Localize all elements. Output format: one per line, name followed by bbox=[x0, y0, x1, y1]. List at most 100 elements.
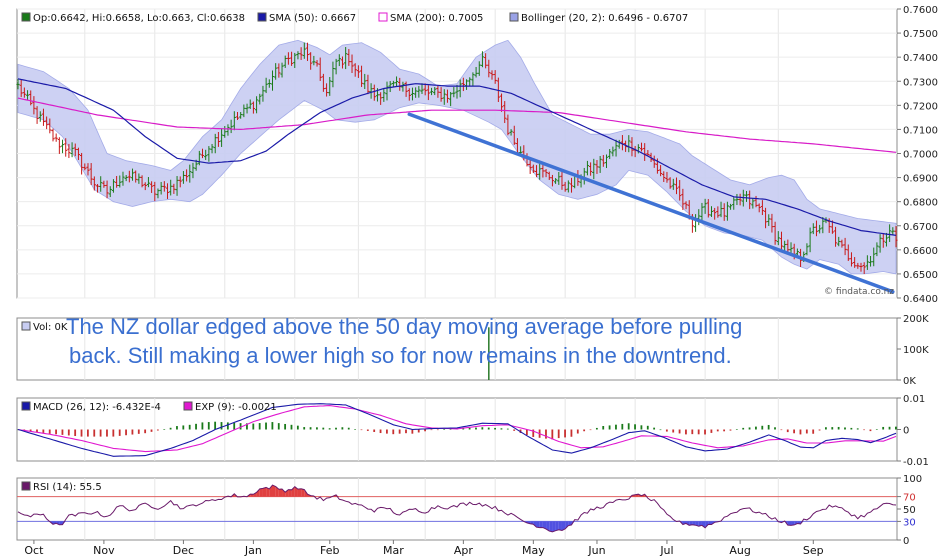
ohlc-bar bbox=[169, 179, 173, 196]
macd-histogram-bar bbox=[678, 429, 681, 434]
ohlc-bar bbox=[773, 221, 777, 245]
macd-histogram-bar bbox=[583, 429, 586, 432]
macd-histogram-bar bbox=[118, 429, 121, 436]
macd-histogram-bar bbox=[182, 425, 185, 430]
ohlc-bar bbox=[283, 55, 287, 68]
macd-histogram-bar bbox=[850, 427, 853, 430]
macd-histogram-bar bbox=[150, 429, 153, 432]
ohlc-bar bbox=[302, 42, 306, 59]
ohlc-bar bbox=[624, 140, 628, 152]
ohlc-bar bbox=[891, 227, 895, 235]
macd-histogram-bar bbox=[748, 427, 751, 430]
ohlc-bar bbox=[585, 160, 590, 176]
month-label: Jan bbox=[244, 544, 262, 557]
source-watermark: © findata.co.nz bbox=[824, 287, 894, 297]
ohlc-bar bbox=[134, 170, 138, 183]
ohlc-bar bbox=[159, 181, 163, 195]
ohlc-bar bbox=[566, 180, 570, 193]
macd-histogram-bar bbox=[17, 429, 19, 431]
ohlc-bar bbox=[321, 73, 325, 92]
macd-tick-label: 0.01 bbox=[903, 394, 925, 405]
ohlc-bar bbox=[894, 225, 898, 248]
ohlc-bar bbox=[324, 83, 329, 97]
ohlc-bar bbox=[611, 146, 615, 157]
ohlc-bar bbox=[286, 52, 290, 65]
ohlc-bar bbox=[299, 47, 303, 60]
month-label: Aug bbox=[729, 544, 750, 557]
ohlc-bar bbox=[853, 257, 857, 268]
rsi-oversold-fill bbox=[539, 521, 543, 528]
macd-histogram-bar bbox=[252, 423, 255, 430]
ohlc-bar bbox=[337, 54, 341, 67]
macd-histogram-bar bbox=[646, 425, 649, 430]
ohlc-bar bbox=[391, 80, 395, 87]
rsi-oversold-fill bbox=[561, 521, 566, 531]
ohlc-bar bbox=[70, 142, 74, 158]
price-tick-label: 0.7100 bbox=[903, 125, 938, 136]
ohlc-bar bbox=[722, 203, 726, 221]
macd-histogram-bar bbox=[303, 427, 306, 430]
ohlc-bar bbox=[550, 174, 555, 187]
ohlc-bar bbox=[115, 175, 119, 188]
price-tick-label: 0.6900 bbox=[903, 174, 938, 185]
legend-swatch bbox=[21, 321, 31, 331]
rsi-overbought-fill bbox=[272, 485, 276, 497]
macd-histogram-bar bbox=[634, 424, 636, 430]
macd-histogram-bar bbox=[774, 427, 776, 430]
ohlc-bar bbox=[445, 89, 450, 103]
macd-tick-label: -0.01 bbox=[903, 457, 929, 468]
ohlc-bar bbox=[51, 128, 55, 142]
rsi-overbought-fill bbox=[266, 487, 270, 497]
macd-histogram-bar bbox=[277, 423, 280, 430]
ohlc-bar bbox=[487, 59, 491, 78]
macd-histogram-bar bbox=[29, 429, 32, 432]
ohlc-bar bbox=[614, 139, 618, 157]
macd-tick-label: 0 bbox=[903, 426, 909, 437]
ohlc-bar bbox=[658, 165, 663, 177]
ohlc-bar bbox=[490, 70, 494, 80]
volume-tick-label: 200K bbox=[903, 314, 929, 325]
macd-histogram-bar bbox=[430, 429, 433, 431]
macd-histogram-bar bbox=[424, 429, 426, 432]
price-tick-label: 0.6600 bbox=[903, 246, 938, 257]
macd-histogram-bar bbox=[799, 429, 802, 435]
ohlc-bar bbox=[856, 262, 860, 269]
ohlc-bar bbox=[646, 149, 650, 157]
ohlc-bar bbox=[261, 85, 265, 102]
rsi-oversold-fill bbox=[692, 521, 696, 526]
ohlc-bar bbox=[204, 149, 208, 160]
ohlc-bar bbox=[111, 179, 116, 193]
ohlc-bar bbox=[748, 190, 752, 210]
ohlc-bar bbox=[254, 96, 259, 114]
ohlc-bar bbox=[538, 163, 542, 180]
ohlc-bar bbox=[569, 177, 574, 193]
month-label: May bbox=[522, 544, 545, 557]
macd-histogram-bar bbox=[589, 429, 592, 431]
macd-histogram-bar bbox=[506, 428, 509, 430]
macd-histogram-bar bbox=[398, 429, 401, 434]
rsi-oversold-fill bbox=[701, 521, 706, 528]
ohlc-bar bbox=[305, 42, 310, 61]
ohlc-bar bbox=[767, 214, 771, 226]
legend-swatch bbox=[257, 12, 267, 22]
macd-histogram-bar bbox=[392, 429, 395, 435]
macd-histogram-bar bbox=[226, 422, 229, 430]
ohlc-bar bbox=[296, 51, 300, 60]
macd-histogram-bar bbox=[284, 423, 287, 430]
ohlc-bar bbox=[38, 111, 42, 122]
ohlc-bar bbox=[242, 104, 246, 118]
macd-histogram-bar bbox=[475, 427, 477, 430]
ohlc-bar bbox=[328, 77, 332, 96]
ohlc-bar bbox=[124, 175, 128, 182]
macd-histogram-bar bbox=[723, 429, 726, 432]
ohlc-bar bbox=[420, 83, 424, 95]
ohlc-bar bbox=[175, 176, 179, 196]
ohlc-bar bbox=[881, 233, 885, 248]
macd-histogram-bar bbox=[436, 429, 439, 431]
price-tick-label: 0.6800 bbox=[903, 198, 938, 209]
ohlc-bar bbox=[137, 173, 141, 184]
macd-histogram-bar bbox=[672, 429, 675, 433]
ohlc-bar bbox=[92, 176, 96, 191]
macd-histogram-bar bbox=[201, 422, 204, 430]
sma50-line bbox=[17, 78, 897, 236]
